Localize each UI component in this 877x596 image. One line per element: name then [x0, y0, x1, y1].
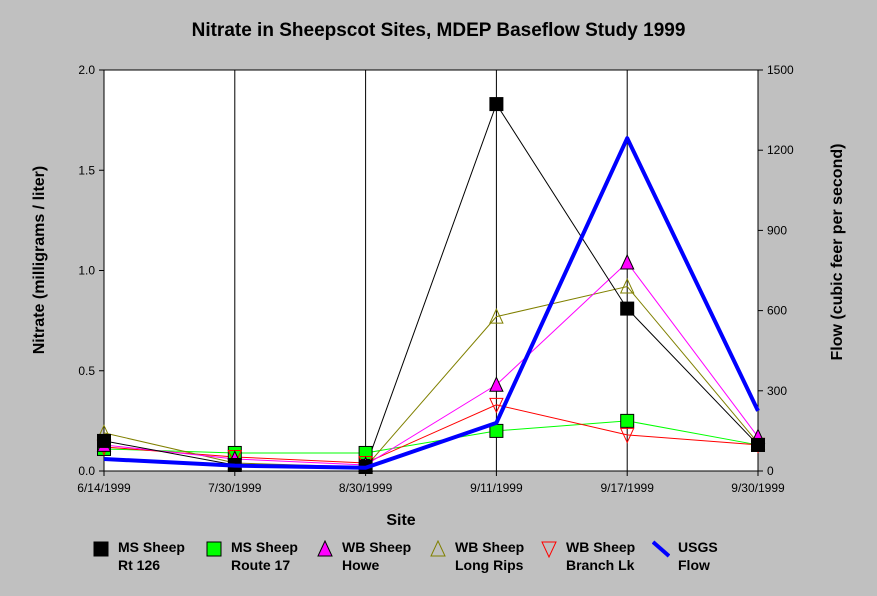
legend: MS Sheep Rt 126 MS Sheep Route 17 WB Sheep… [92, 538, 792, 578]
plot-area [103, 69, 759, 472]
marker-triangle-up [317, 540, 333, 557]
axes: 6/14/1999 7/30/1999 8/30/1999 9/11/1999 9/17… [77, 63, 794, 495]
marker-square [93, 541, 109, 557]
legend-label: WB Sheep Howe [342, 539, 412, 573]
y-right-tick-label: 1500 [767, 63, 794, 77]
series-layer [96, 97, 766, 474]
series-line-usgs-flow [103, 136, 760, 470]
legend-marker-line-blue [652, 540, 670, 558]
legend-marker-square-black [93, 541, 109, 557]
legend-line [652, 540, 670, 558]
marker-triangle-up [489, 376, 504, 392]
marker-square [620, 301, 635, 316]
series-line [103, 420, 759, 454]
legend-item-wb-sheep-howe: WB Sheep Howe [316, 538, 436, 578]
legend-label: WB Sheep Branch Lk [566, 539, 636, 573]
legend-marker-square-green [206, 541, 222, 557]
marker-square [97, 433, 111, 448]
marker-square [620, 413, 635, 428]
series-line [103, 285, 759, 468]
marker-square [751, 437, 765, 452]
marker-triangle-down-open [489, 397, 504, 414]
marker-square [206, 541, 222, 557]
y-right-tick-label: 1200 [767, 143, 794, 157]
y-left-tick-label: 1.0 [78, 264, 95, 278]
y-right-tick-label: 300 [767, 384, 787, 398]
x-tick-label: 9/17/1999 [601, 481, 655, 495]
marker-square [489, 97, 504, 112]
y-axis-left-label: Nitrate (milligrams / liter) [31, 165, 48, 355]
legend-label: MS Sheep Rt 126 [118, 539, 185, 573]
marker-triangle-up-open [619, 277, 635, 294]
y-right-tick-label: 600 [767, 304, 787, 318]
legend-label: MS Sheep Route 17 [231, 539, 298, 573]
series-line [103, 404, 759, 464]
x-tick-label: 9/30/1999 [731, 481, 785, 495]
y-left-tick-label: 2.0 [78, 63, 95, 77]
legend-marker-triangle-down-red [541, 541, 557, 558]
legend-item-usgs-flow: USGS Flow [652, 538, 772, 578]
series-line [103, 261, 759, 466]
y-right-tick-label: 900 [767, 223, 787, 237]
y-axis-right-label: Flow (cubic feer per second) [829, 143, 846, 361]
marker-triangle-down-open [619, 427, 635, 444]
legend-marker-triangle-magenta [317, 540, 333, 557]
x-tick-label: 8/30/1999 [339, 481, 393, 495]
x-tick-label: 7/30/1999 [208, 481, 262, 495]
legend-label: USGS Flow [678, 539, 718, 573]
y-left-tick-label: 0.5 [78, 364, 95, 378]
legend-item-wb-sheep-long-rips: WB Sheep Long Rips [429, 538, 549, 578]
legend-marker-triangle-olive [430, 540, 446, 557]
marker-triangle-down-open [541, 541, 557, 558]
series-line [103, 102, 759, 468]
legend-item-wb-sheep-branch-lk: WB Sheep Branch Lk [540, 538, 660, 578]
chart-title: Nitrate in Sheepscot Sites, MDEP Baseflo… [191, 20, 686, 41]
marker-triangle-up-open [489, 307, 504, 324]
legend-label: WB Sheep Long Rips [455, 539, 525, 573]
x-axis-label: Site [386, 512, 416, 529]
x-tick-label: 9/11/1999 [470, 481, 523, 495]
y-left-tick-label: 1.5 [78, 163, 95, 177]
marker-triangle-up-open [430, 540, 446, 557]
y-left-tick-label: 0.0 [78, 464, 95, 478]
x-tick-label: 6/14/1999 [77, 481, 131, 495]
y-right-tick-label: 0 [767, 464, 774, 478]
marker-triangle-up [619, 253, 635, 270]
legend-item-ms-sheep-rt126: MS Sheep Rt 126 [92, 538, 212, 578]
legend-item-ms-sheep-route17: MS Sheep Route 17 [205, 538, 325, 578]
